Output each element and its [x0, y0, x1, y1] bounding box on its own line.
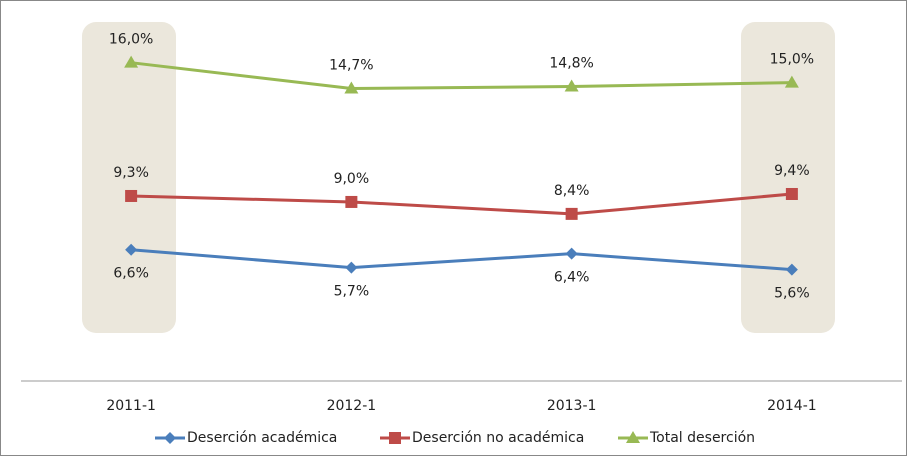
point — [565, 207, 578, 220]
data-label: 8,4% — [554, 183, 590, 199]
point — [344, 81, 359, 94]
point — [564, 79, 579, 92]
point — [784, 75, 799, 88]
point — [345, 261, 358, 274]
series-line — [131, 248, 792, 272]
legend-marker — [626, 431, 640, 443]
data-label: 5,6% — [774, 286, 810, 302]
point — [785, 187, 798, 200]
data-label: 9,4% — [774, 163, 810, 179]
series-line — [130, 61, 792, 91]
data-label: 14,7% — [329, 58, 373, 74]
data-label: 9,0% — [334, 171, 370, 187]
x-tick-label: 2013-1 — [547, 398, 597, 414]
point — [785, 263, 798, 276]
highlight-box — [741, 22, 835, 333]
legend-label: Deserción no académica — [412, 430, 584, 446]
data-label: 6,4% — [554, 270, 590, 286]
point — [565, 247, 578, 260]
legend-label: Total deserción — [649, 430, 755, 446]
legend-marker — [164, 432, 176, 444]
data-label: 14,8% — [549, 56, 593, 72]
data-label: 5,7% — [334, 284, 370, 300]
data-label: 9,3% — [113, 165, 149, 181]
point — [345, 195, 358, 208]
x-tick-label: 2014-1 — [767, 398, 817, 414]
point — [125, 189, 138, 202]
highlight-box — [82, 22, 176, 333]
point — [124, 55, 139, 68]
data-label: 15,0% — [770, 52, 814, 68]
legend-label: Deserción académica — [187, 430, 337, 446]
x-tick-label: 2012-1 — [327, 398, 377, 414]
legend-marker — [389, 432, 401, 444]
data-label: 6,6% — [113, 266, 149, 282]
series-line — [131, 192, 793, 216]
point — [125, 243, 138, 256]
x-tick-label: 2011-1 — [106, 398, 156, 414]
data-label: 16,0% — [109, 32, 153, 48]
